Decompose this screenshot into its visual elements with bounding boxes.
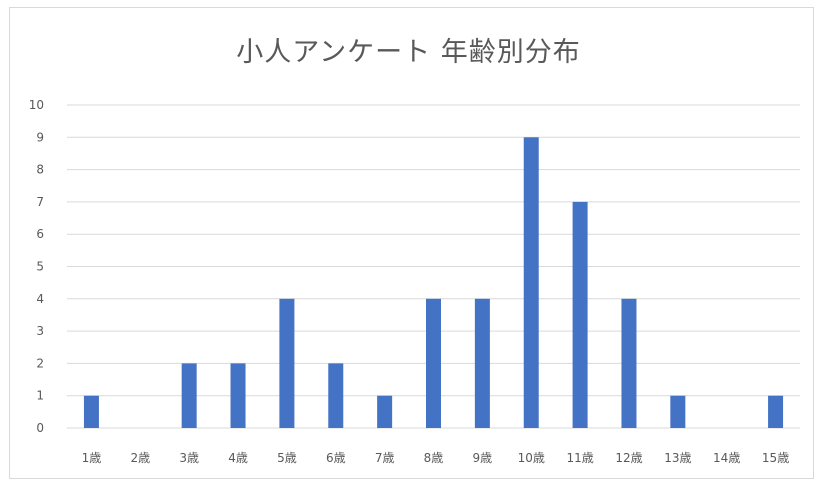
bar xyxy=(328,363,344,428)
y-tick-label: 0 xyxy=(36,421,44,435)
y-tick-label: 2 xyxy=(36,356,44,370)
y-tick-label: 3 xyxy=(36,324,44,338)
y-tick-label: 10 xyxy=(29,98,44,112)
x-tick-label: 12歳 xyxy=(615,451,642,465)
x-tick-label: 13歳 xyxy=(664,451,691,465)
x-tick-label: 4歳 xyxy=(228,451,248,465)
bar xyxy=(474,298,490,428)
bars xyxy=(83,137,784,429)
x-tick-label: 14歳 xyxy=(713,451,740,465)
x-tick-label: 9歳 xyxy=(473,451,493,465)
x-tick-label: 1歳 xyxy=(82,451,102,465)
y-tick-label: 6 xyxy=(36,227,44,241)
x-tick-label: 3歳 xyxy=(179,451,199,465)
bar xyxy=(426,298,441,428)
y-tick-label: 5 xyxy=(36,260,44,274)
x-tick-label: 2歳 xyxy=(130,451,150,465)
y-tick-label: 1 xyxy=(36,389,44,403)
grid-lines xyxy=(67,104,800,429)
bar xyxy=(621,298,637,428)
bar xyxy=(230,363,246,428)
bar xyxy=(377,395,393,428)
bar xyxy=(670,395,686,428)
bar xyxy=(181,363,197,428)
x-tick-label: 8歳 xyxy=(424,451,444,465)
bar xyxy=(572,201,588,428)
y-tick-label: 9 xyxy=(36,130,44,144)
x-tick-label: 11歳 xyxy=(566,451,593,465)
x-tick-label: 5歳 xyxy=(277,451,297,465)
x-axis-ticks: 1歳 2歳 3歳 4歳 5歳 6歳 7歳 8歳 9歳 10歳 11歳 12歳 13歳 14歳 15歳 xyxy=(82,451,790,465)
y-tick-label: 4 xyxy=(36,292,44,306)
y-tick-label: 8 xyxy=(36,163,44,177)
bar xyxy=(279,298,295,428)
y-tick-label: 7 xyxy=(36,195,44,209)
bar xyxy=(768,395,784,428)
x-tick-label: 6歳 xyxy=(326,451,346,465)
bar xyxy=(83,395,99,428)
x-tick-label: 15歳 xyxy=(762,451,789,465)
x-tick-label: 10歳 xyxy=(518,451,545,465)
bar xyxy=(523,137,539,429)
chart-title: 小人アンケート 年齢別分布 xyxy=(236,37,581,68)
y-axis-ticks: 0 1 2 3 4 5 6 7 8 9 10 xyxy=(29,98,44,435)
x-tick-label: 7歳 xyxy=(375,451,395,465)
